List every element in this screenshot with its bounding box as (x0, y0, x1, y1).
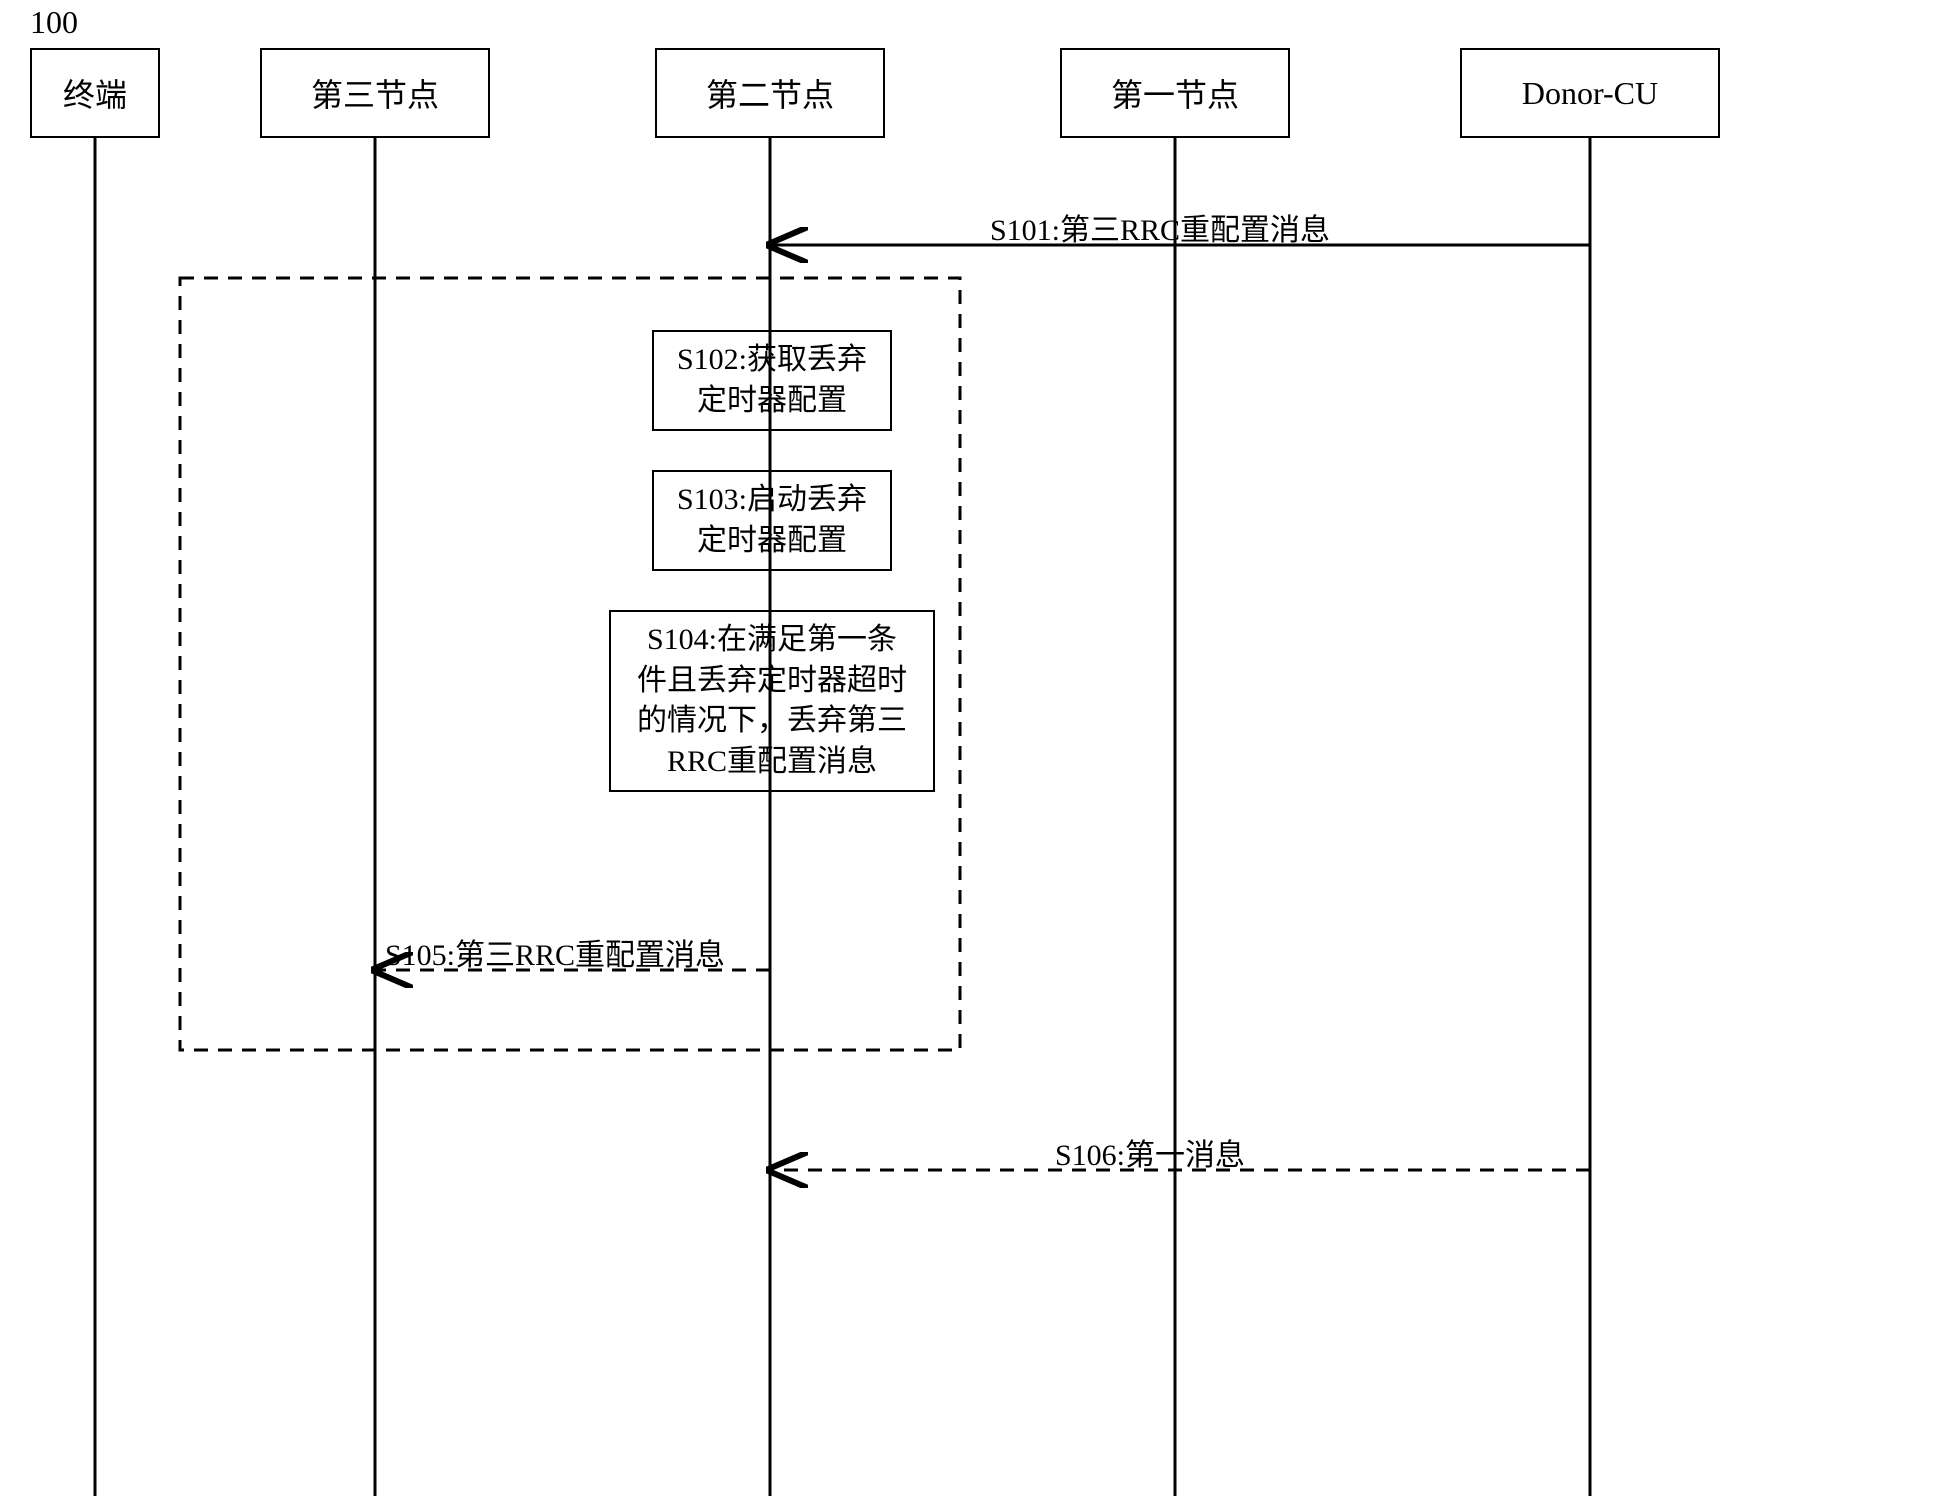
message-label-s105: S105:第三RRC重配置消息 (385, 930, 725, 974)
step-label: S103:启动丢弃定时器配置 (677, 483, 867, 557)
participant-node2: 第二节点 (655, 48, 885, 138)
participant-donor-cu: Donor-CU (1460, 48, 1720, 138)
message-label-s101: S101:第三RRC重配置消息 (990, 205, 1330, 249)
participant-terminal: 终端 (30, 48, 160, 138)
figure-number: 100 (30, 4, 78, 41)
participant-label: 第三节点 (311, 70, 439, 116)
diagram-overlay (0, 0, 1946, 1496)
participant-node1: 第一节点 (1060, 48, 1290, 138)
step-s104: S104:在满足第一条件且丢弃定时器超时的情况下，丢弃第三RRC重配置消息 (609, 610, 935, 792)
step-s103: S103:启动丢弃定时器配置 (652, 470, 892, 571)
participant-label: 终端 (63, 70, 127, 116)
step-s102: S102:获取丢弃定时器配置 (652, 330, 892, 431)
participant-label: Donor-CU (1522, 75, 1658, 112)
participant-node3: 第三节点 (260, 48, 490, 138)
participant-label: 第一节点 (1111, 70, 1239, 116)
message-label-s106: S106:第一消息 (1055, 1130, 1245, 1174)
participant-label: 第二节点 (706, 70, 834, 116)
step-label: S102:获取丢弃定时器配置 (677, 343, 867, 417)
step-label: S104:在满足第一条件且丢弃定时器超时的情况下，丢弃第三RRC重配置消息 (637, 623, 907, 778)
